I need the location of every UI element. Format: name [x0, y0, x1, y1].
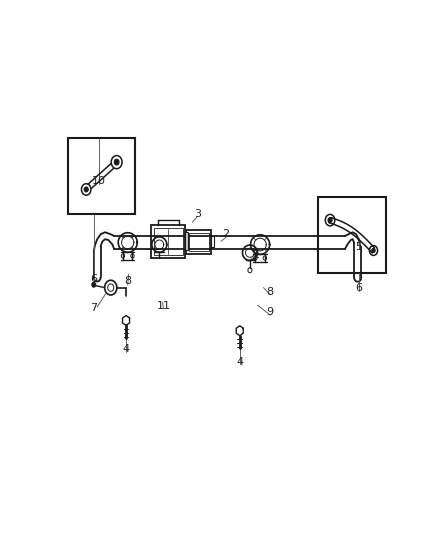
Text: 4: 4 [123, 344, 130, 354]
Text: 6: 6 [90, 274, 97, 285]
Text: 5: 5 [355, 241, 362, 252]
Text: 4: 4 [236, 357, 244, 367]
Text: 1: 1 [253, 250, 260, 260]
Text: 2: 2 [223, 229, 230, 239]
Circle shape [114, 159, 119, 165]
Bar [152, 225, 185, 259]
Bar [154, 228, 183, 255]
Bar [318, 197, 386, 273]
Text: 8: 8 [124, 277, 131, 286]
Text: 11: 11 [156, 301, 170, 311]
Circle shape [372, 248, 375, 253]
Bar [185, 232, 188, 251]
Text: 10: 10 [92, 176, 106, 186]
Bar [68, 138, 134, 214]
Text: 3: 3 [194, 209, 201, 219]
Text: 9: 9 [267, 307, 274, 317]
Text: 7: 7 [90, 303, 97, 313]
Bar [189, 232, 208, 251]
Circle shape [92, 282, 96, 287]
Text: 6: 6 [355, 282, 362, 293]
Text: 8: 8 [267, 287, 274, 297]
Bar [187, 230, 211, 254]
Circle shape [328, 217, 332, 223]
Bar [211, 236, 214, 247]
Circle shape [84, 187, 88, 192]
